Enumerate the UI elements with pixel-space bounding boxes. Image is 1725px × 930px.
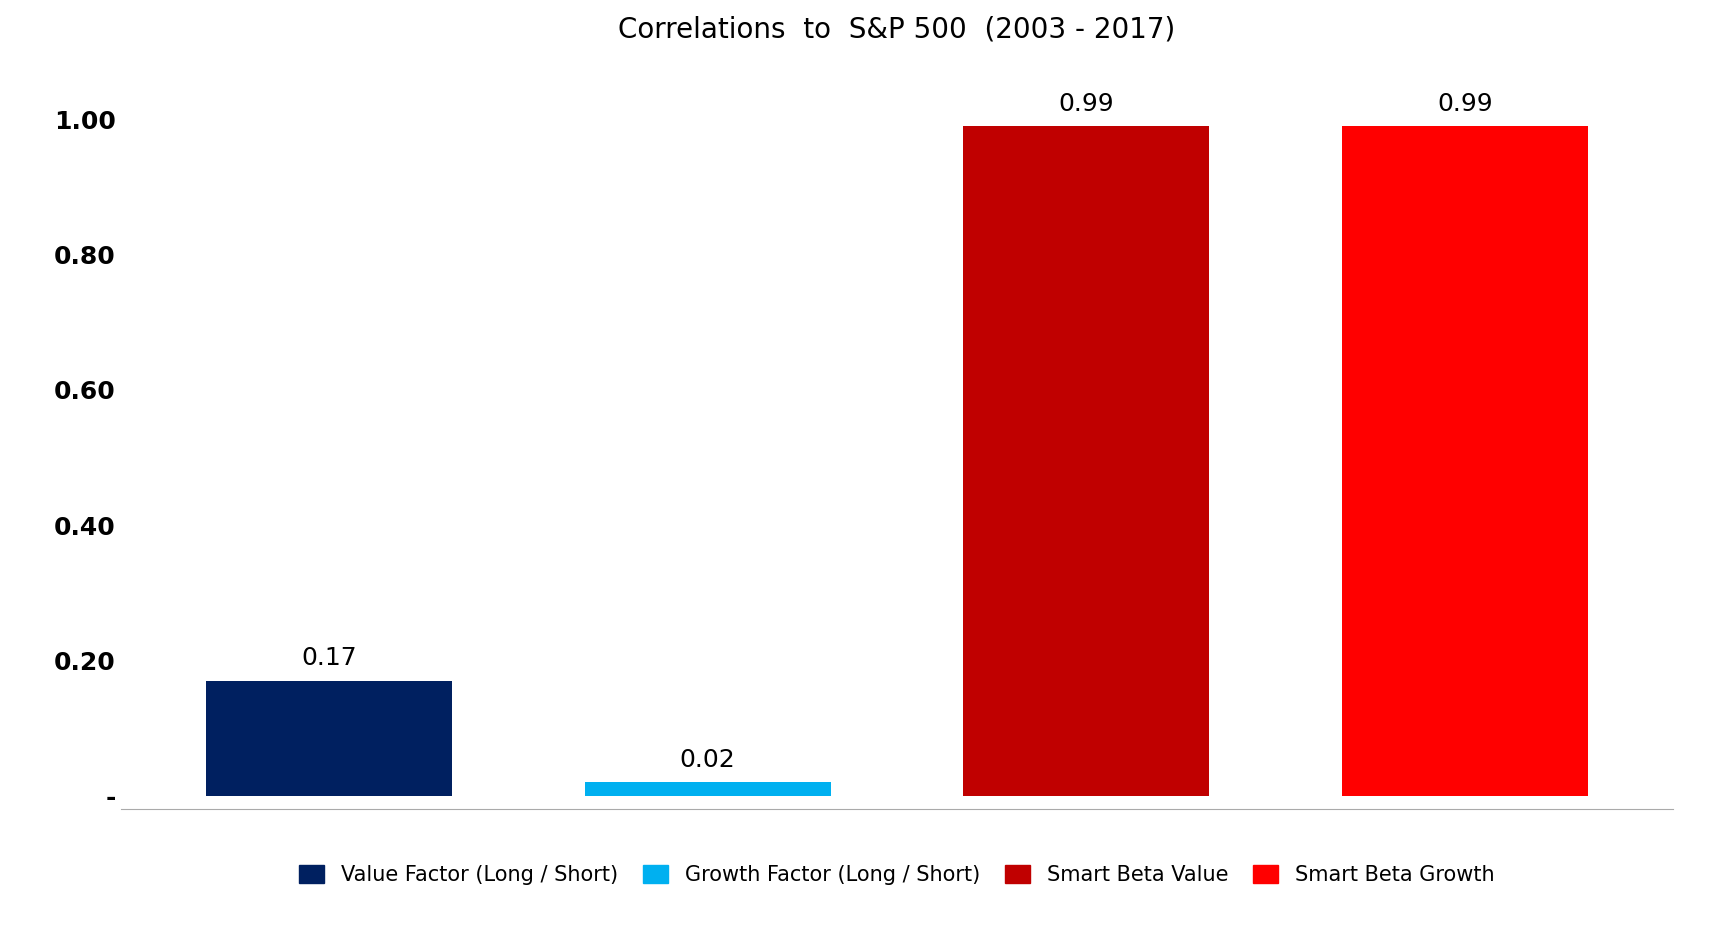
- Bar: [205, 681, 452, 795]
- Legend: Value Factor (Long / Short), Growth Factor (Long / Short), Smart Beta Value, Sma: Value Factor (Long / Short), Growth Fact…: [290, 854, 1504, 896]
- Text: 0.17: 0.17: [302, 646, 357, 671]
- Title: Correlations  to  S&P 500  (2003 - 2017): Correlations to S&P 500 (2003 - 2017): [618, 15, 1176, 44]
- Bar: [1342, 126, 1589, 795]
- Text: 0.99: 0.99: [1059, 92, 1114, 116]
- Text: 0.99: 0.99: [1437, 92, 1492, 116]
- Bar: [963, 126, 1209, 795]
- Bar: [585, 782, 831, 795]
- Text: 0.02: 0.02: [680, 748, 735, 772]
